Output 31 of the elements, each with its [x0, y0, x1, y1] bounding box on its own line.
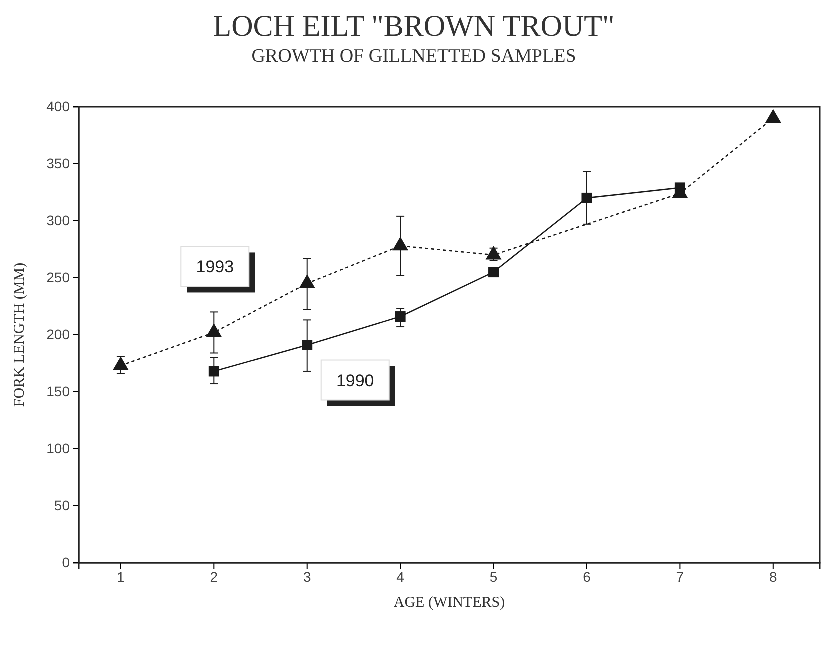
y-tick-label: 100 [46, 440, 70, 456]
point [208, 366, 220, 377]
x-tick-label: 7 [676, 568, 684, 585]
point [486, 246, 502, 260]
x-tick-label: 5 [490, 568, 498, 585]
x-tick-label: 8 [770, 568, 778, 585]
y-tick-label: 150 [46, 383, 70, 400]
y-axis-title: FORK LENGTH (MM) [12, 262, 28, 408]
point [299, 274, 316, 288]
x-tick-label: 3 [303, 568, 312, 585]
x-tick-label: 2 [210, 568, 218, 585]
x-axis-title: AGE (WINTERS) [394, 595, 506, 611]
text: 1993 [196, 258, 234, 277]
x-tick-label: 1 [117, 568, 126, 585]
x-tick-label: 4 [396, 568, 405, 585]
point [488, 267, 500, 278]
point [302, 340, 313, 351]
chart-subtitle: GROWTH OF GILLNETTED SAMPLES [252, 46, 576, 67]
point [395, 312, 406, 322]
x-tick-label: 6 [583, 568, 592, 585]
y-tick-label: 300 [46, 212, 70, 228]
y-tick-label: 0 [62, 554, 70, 570]
y-tick-label: 250 [46, 269, 70, 286]
series-label: 1990 [336, 371, 374, 390]
chart-title: LOCH EILT "BROWN TROUT" [213, 10, 615, 43]
y-tick-label: 400 [46, 98, 70, 114]
y-tick-label: 200 [46, 326, 70, 342]
y-tick-label: 50 [54, 497, 70, 514]
y-tick-label: 350 [46, 155, 70, 172]
point [765, 109, 782, 123]
point [392, 236, 409, 251]
